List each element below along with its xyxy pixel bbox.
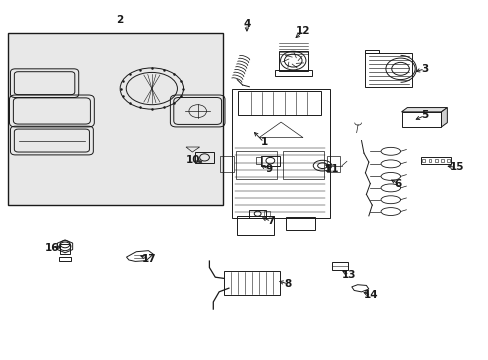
Bar <box>256 157 262 164</box>
Text: 3: 3 <box>421 64 427 74</box>
Bar <box>59 257 71 261</box>
Bar <box>236 150 277 179</box>
Bar <box>60 244 70 254</box>
Bar <box>365 53 411 87</box>
Bar <box>440 159 443 162</box>
Bar <box>224 271 280 296</box>
Polygon shape <box>441 108 447 127</box>
Bar <box>283 150 324 179</box>
Bar <box>238 91 321 116</box>
Text: 12: 12 <box>295 26 309 36</box>
Bar <box>422 159 425 162</box>
Text: 10: 10 <box>185 155 200 165</box>
Polygon shape <box>401 108 447 112</box>
Text: 5: 5 <box>421 111 427 121</box>
Bar <box>237 216 273 235</box>
Bar <box>232 89 329 218</box>
Bar <box>327 156 339 172</box>
Text: 2: 2 <box>116 15 123 26</box>
Text: 14: 14 <box>363 291 378 301</box>
Bar <box>194 152 214 163</box>
Bar <box>331 262 347 270</box>
Bar <box>434 159 437 162</box>
Bar <box>401 112 441 127</box>
Text: 13: 13 <box>342 270 356 280</box>
Bar <box>249 210 265 218</box>
Text: 6: 6 <box>394 179 401 189</box>
Bar <box>365 50 378 53</box>
Bar <box>285 217 315 230</box>
Text: 16: 16 <box>44 243 59 253</box>
Bar <box>427 159 430 162</box>
Text: 9: 9 <box>265 164 272 174</box>
Text: 1: 1 <box>260 138 267 147</box>
Bar <box>261 156 279 166</box>
Bar <box>446 159 449 162</box>
Text: 7: 7 <box>267 216 274 226</box>
Bar <box>278 50 307 71</box>
Bar <box>220 156 233 172</box>
Text: 15: 15 <box>448 162 463 172</box>
Bar <box>420 157 450 164</box>
Text: 8: 8 <box>284 279 291 289</box>
Text: 17: 17 <box>142 254 157 264</box>
Bar <box>8 33 222 205</box>
Bar <box>264 211 269 216</box>
Bar <box>274 70 311 76</box>
Text: 11: 11 <box>325 164 339 174</box>
Text: 4: 4 <box>243 19 250 29</box>
